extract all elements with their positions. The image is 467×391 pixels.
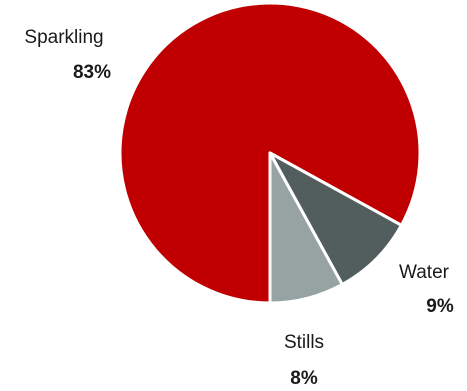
pie-slices xyxy=(118,1,422,305)
slice-label-stills: Stills 8% xyxy=(284,332,324,389)
slice-label-sparkling: Sparkling 83% xyxy=(24,27,111,83)
slice-label-water: Water 9% xyxy=(399,262,454,317)
slice-name-stills: Stills xyxy=(284,332,324,353)
pie-slice-stills xyxy=(268,151,344,305)
slice-name-sparkling: Sparkling xyxy=(24,27,103,48)
slice-value-stills: 8% xyxy=(290,368,318,389)
pie-slice-water xyxy=(268,151,403,286)
slice-value-water: 9% xyxy=(426,296,454,317)
slice-name-water: Water xyxy=(399,262,450,283)
slice-value-sparkling: 83% xyxy=(73,62,111,83)
